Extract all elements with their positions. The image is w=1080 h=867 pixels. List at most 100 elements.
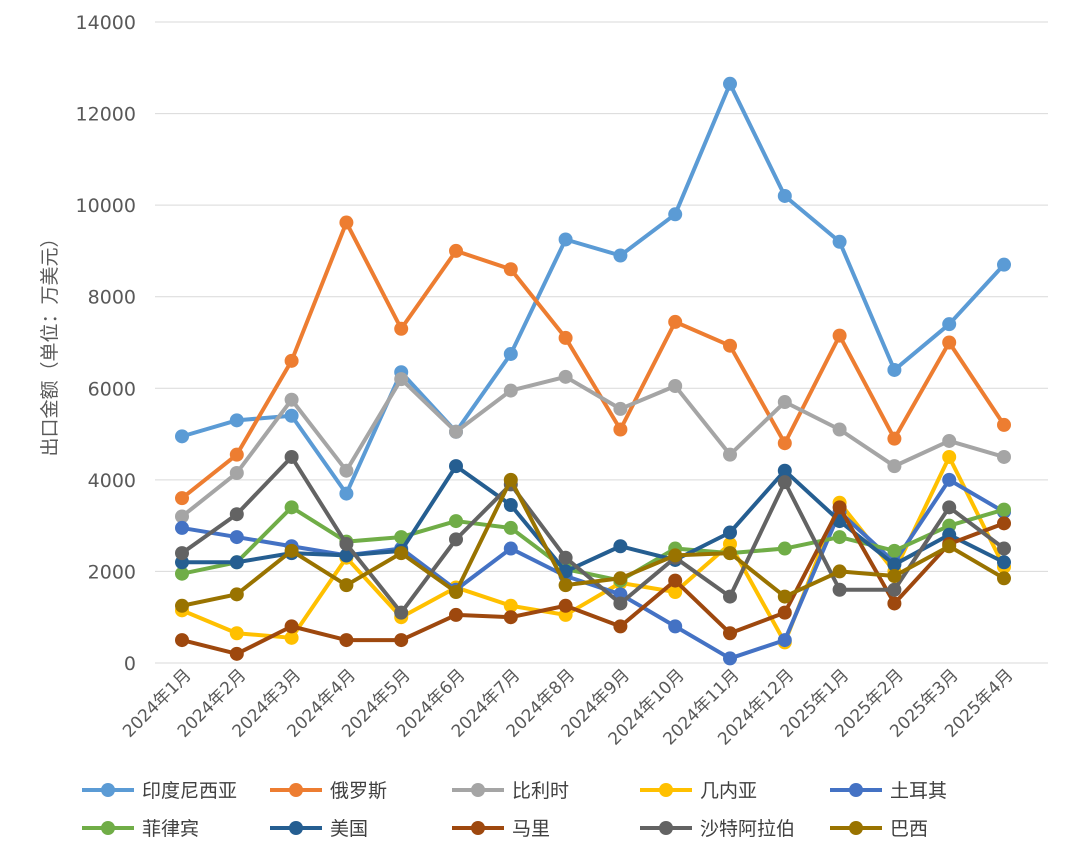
data-point <box>613 248 628 263</box>
data-point <box>997 541 1011 556</box>
data-point <box>229 413 244 428</box>
data-point <box>558 369 573 384</box>
legend-swatch-marker <box>659 783 673 797</box>
data-point <box>229 555 244 570</box>
data-point <box>613 539 628 554</box>
data-point <box>284 449 299 464</box>
data-point <box>503 610 518 625</box>
data-point <box>229 626 244 641</box>
legend-label: 沙特阿拉伯 <box>700 818 795 840</box>
data-point <box>229 447 244 462</box>
data-point <box>613 596 628 611</box>
data-point <box>613 422 628 437</box>
data-point <box>503 498 518 513</box>
data-point <box>777 395 792 410</box>
legend-item: 俄罗斯 <box>270 780 387 802</box>
data-point <box>503 472 518 487</box>
legend-item: 土耳其 <box>830 780 947 802</box>
series-line <box>180 505 1006 583</box>
data-point <box>723 338 737 353</box>
y-tick-label: 12000 <box>76 104 136 126</box>
data-point <box>668 314 683 329</box>
legend-label: 俄罗斯 <box>330 780 387 802</box>
data-point <box>832 234 847 249</box>
data-point <box>339 633 354 648</box>
data-point <box>723 626 737 641</box>
data-point <box>339 463 354 478</box>
data-point <box>175 598 189 613</box>
data-point <box>777 188 792 203</box>
data-point <box>394 372 409 387</box>
legend-swatch-marker <box>849 821 863 835</box>
legend-swatch-marker <box>101 821 115 835</box>
data-point <box>887 557 902 572</box>
data-point <box>394 530 409 545</box>
series-9 <box>175 472 1011 613</box>
data-point <box>777 475 792 490</box>
data-point <box>503 383 518 398</box>
data-point <box>723 76 737 91</box>
data-point <box>887 596 902 611</box>
data-point <box>175 491 189 506</box>
legend-label: 印度尼西亚 <box>142 780 237 802</box>
data-point <box>777 541 792 556</box>
data-point <box>777 463 792 478</box>
data-point <box>997 516 1011 531</box>
data-point <box>613 571 628 586</box>
legend-swatch-marker <box>289 783 303 797</box>
data-point <box>832 530 847 545</box>
y-tick-label: 8000 <box>88 287 136 309</box>
y-tick-label: 4000 <box>88 470 136 492</box>
data-point <box>832 328 847 343</box>
series-0 <box>175 76 1011 501</box>
data-point <box>175 429 189 444</box>
legend-swatch-marker <box>101 783 115 797</box>
data-point <box>284 392 299 407</box>
legend-item: 比利时 <box>452 780 569 802</box>
data-point <box>997 417 1011 432</box>
data-point <box>284 619 299 634</box>
data-point <box>613 619 628 634</box>
data-point <box>942 433 957 448</box>
data-point <box>997 571 1011 586</box>
data-point <box>449 514 463 529</box>
y-tick-label: 14000 <box>76 12 136 34</box>
data-point <box>229 465 244 480</box>
legend-swatch-marker <box>471 821 485 835</box>
data-point <box>723 525 737 540</box>
data-point <box>503 262 518 277</box>
data-point <box>503 598 518 613</box>
x-axis-ticks: 2024年1月2024年2月2024年3月2024年4月2024年5月2024年… <box>119 665 1017 749</box>
data-point <box>449 459 463 474</box>
data-point <box>668 619 683 634</box>
data-point <box>558 578 573 593</box>
series-1 <box>175 215 1011 506</box>
data-point <box>832 582 847 597</box>
y-tick-label: 10000 <box>76 195 136 217</box>
series-line <box>180 477 1006 608</box>
legend-item: 马里 <box>452 818 550 840</box>
data-point <box>777 589 792 604</box>
y-tick-label: 0 <box>124 653 136 675</box>
data-point <box>887 543 902 558</box>
data-point <box>284 543 299 558</box>
y-axis-ticks: 0 2000 4000 6000 8000 10000 12000 14000 <box>76 12 136 675</box>
legend-item: 菲律宾 <box>82 818 199 840</box>
series-lines <box>175 76 1011 666</box>
data-point <box>339 578 354 593</box>
data-point <box>887 582 902 597</box>
data-point <box>449 532 463 547</box>
data-point <box>394 546 409 561</box>
legend-label: 比利时 <box>512 780 569 802</box>
data-point <box>832 564 847 579</box>
legend-item: 印度尼西亚 <box>82 780 237 802</box>
legend-swatch-marker <box>471 783 485 797</box>
data-point <box>175 566 189 581</box>
data-point <box>832 500 847 515</box>
data-point <box>284 500 299 515</box>
y-tick-label: 2000 <box>88 561 136 583</box>
series-8 <box>175 449 1011 620</box>
data-point <box>284 630 299 645</box>
data-point <box>175 520 189 535</box>
